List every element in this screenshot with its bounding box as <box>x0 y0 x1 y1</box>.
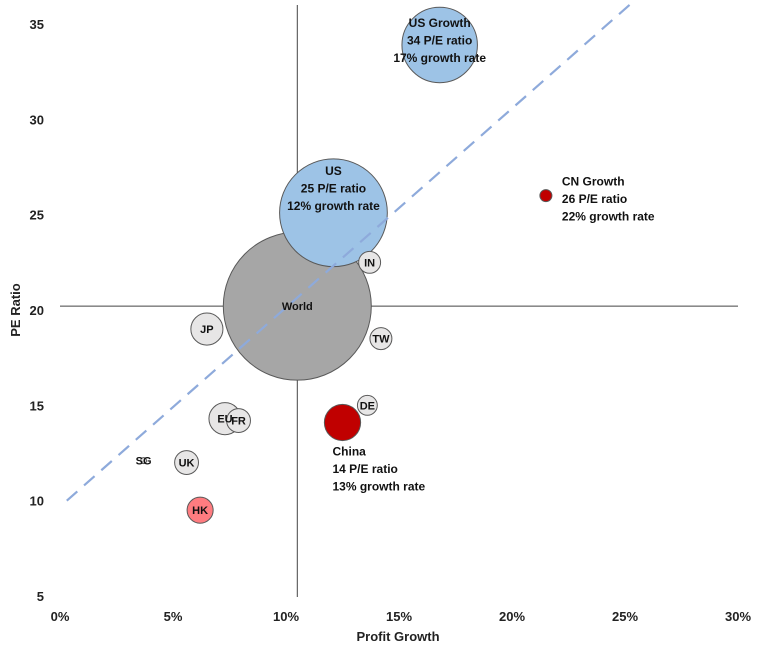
bubble-labels: US Growth 34 P/E ratio 17% growth rate US 25… <box>136 16 655 517</box>
bubble-label-line: US <box>325 164 342 178</box>
bubble-china <box>323 403 362 442</box>
bubble-label: SG <box>136 456 152 468</box>
trendline-layer <box>66 4 631 502</box>
x-tick-label: 0% <box>51 609 70 624</box>
bubble-label-line: 26 P/E ratio <box>562 192 627 206</box>
bubble-label-line: 34 P/E ratio <box>407 33 472 47</box>
bubble-label: UK <box>179 458 195 470</box>
bubble-label-line: China <box>333 444 367 458</box>
bubble-us-growth <box>401 6 478 84</box>
y-tick-label: 20 <box>30 303 44 318</box>
bubble-label: World <box>282 301 313 313</box>
x-tick-label: 25% <box>612 609 638 624</box>
axes: 0% 5% 10% 15% 20% 25% 30% 5 10 15 20 25 30 35 <box>30 17 752 624</box>
x-tick-label: 10% <box>273 609 299 624</box>
bubble-label: IN <box>364 257 375 269</box>
bubble-tw <box>369 327 393 351</box>
x-tick-label: 15% <box>386 609 412 624</box>
bubble-label: TW <box>372 334 390 346</box>
bubble-hk <box>186 496 214 524</box>
y-tick-label: 15 <box>30 398 44 413</box>
bubble-in <box>358 250 382 274</box>
reference-lines <box>60 5 738 597</box>
bubble-label: FR <box>231 416 246 428</box>
x-axis-label: Profit Growth <box>356 629 439 644</box>
bubble-uk <box>174 450 199 475</box>
bubble-label-line: 17% growth rate <box>393 51 486 65</box>
x-tick-label: 30% <box>725 609 751 624</box>
bubble-label: EU <box>217 414 232 426</box>
bubble-fr <box>226 408 251 434</box>
bubbles <box>140 6 553 524</box>
bubble-label: JP <box>200 324 213 336</box>
y-tick-label: 5 <box>37 589 44 604</box>
bubble-label-line: CN Growth <box>562 175 625 189</box>
y-tick-label: 35 <box>30 17 44 32</box>
bubble-de <box>356 394 378 416</box>
bubble-sg <box>140 457 148 465</box>
y-tick-label: 10 <box>30 494 44 509</box>
bubble-label-line: 25 P/E ratio <box>301 181 366 195</box>
x-tick-label: 20% <box>499 609 525 624</box>
trendline <box>66 4 631 502</box>
bubble-label-line: 22% growth rate <box>562 210 655 224</box>
y-tick-label: 25 <box>30 208 44 223</box>
y-axis-label: PE Ratio <box>8 283 23 337</box>
y-tick-label: 30 <box>30 112 44 127</box>
bubble-label-line: 14 P/E ratio <box>333 462 398 476</box>
bubble-cn-growth <box>539 189 553 203</box>
bubble-label-line: 12% growth rate <box>287 199 380 213</box>
bubble-jp <box>190 312 224 346</box>
bubble-label: HK <box>192 505 208 517</box>
bubble-label-line: 13% growth rate <box>333 479 426 493</box>
bubble-label-line: US Growth <box>409 16 471 30</box>
bubble-label: DE <box>360 400 375 412</box>
x-tick-label: 5% <box>164 609 183 624</box>
